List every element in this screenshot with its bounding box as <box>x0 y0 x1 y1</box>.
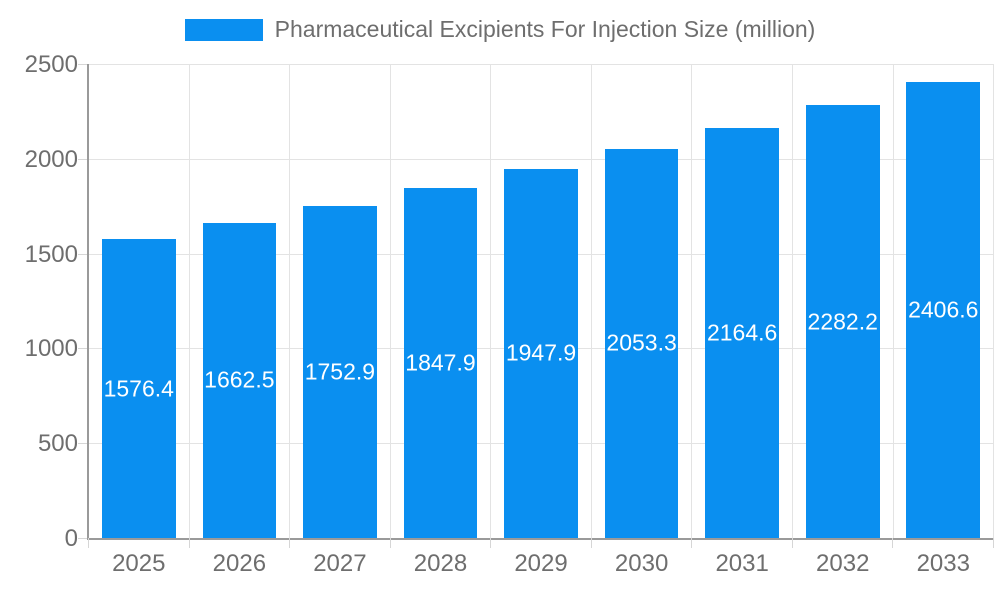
chart-column-2025: 1576.4 2025 <box>89 64 190 577</box>
chart-column-2031: 2164.6 2031 <box>692 64 793 577</box>
x-axis-tick <box>490 538 492 548</box>
x-tick-label: 2033 <box>916 550 970 577</box>
x-tick-label: 2029 <box>514 550 568 577</box>
bar-value-label: 1662.5 <box>204 366 275 393</box>
bar-2028[interactable]: 1847.9 <box>403 187 478 538</box>
chart-column-2030: 2053.3 2030 <box>592 64 693 577</box>
bar-2030[interactable]: 2053.3 <box>604 148 679 538</box>
x-axis-tick <box>289 538 291 548</box>
y-tick-label: 2500 <box>24 51 78 78</box>
chart-column-2033: 2406.6 2033 <box>894 64 995 577</box>
bar-value-label: 1847.9 <box>405 349 476 376</box>
bar-value-label: 1576.4 <box>103 375 174 402</box>
x-tick-label: 2026 <box>212 550 267 577</box>
chart-column-2032: 2282.2 2032 <box>793 64 894 577</box>
bar-value-label: 2406.6 <box>908 296 979 323</box>
x-axis-tick <box>188 538 190 548</box>
bar-columns: 1576.4 2025 1662.5 2026 1752.9 2027 1847.9 2028… <box>89 64 995 577</box>
bar-2031[interactable]: 2164.6 <box>705 127 779 538</box>
chart-column-2026: 1662.5 2026 <box>190 64 291 577</box>
x-axis-tick <box>88 538 89 548</box>
x-axis-tick <box>691 538 693 548</box>
x-tick-label: 2031 <box>715 550 769 577</box>
y-axis-tick <box>78 253 87 255</box>
bar-value-label: 1752.9 <box>304 358 376 385</box>
y-tick-label: 2000 <box>24 145 78 173</box>
chart-column-2028: 1847.9 2028 <box>391 64 492 577</box>
x-tick-label: 2027 <box>313 550 367 577</box>
bar-2029[interactable]: 1947.9 <box>504 168 578 538</box>
bar-2032[interactable]: 2282.2 <box>805 105 880 538</box>
x-axis-tick <box>993 538 994 548</box>
legend-label: Pharmaceutical Excipients For Injection … <box>274 16 816 42</box>
y-axis-tick <box>78 64 87 65</box>
y-tick-label: 0 <box>64 525 78 552</box>
x-axis-tick <box>590 538 592 548</box>
x-axis-tick <box>791 538 793 548</box>
x-tick-label: 2032 <box>816 550 870 577</box>
plot-area: 0 500 1000 1500 2000 2500 1576.4 2025 1662.5 202… <box>25 51 995 577</box>
y-axis-tick <box>78 348 87 350</box>
bar-value-label: 2053.3 <box>606 329 677 356</box>
bar-2027[interactable]: 1752.9 <box>303 205 377 538</box>
bar-value-label: 1947.9 <box>505 339 577 366</box>
bar-2025[interactable]: 1576.4 <box>101 239 176 538</box>
y-axis-tick <box>78 158 87 160</box>
chart-column-2029: 1947.9 2029 <box>491 64 592 577</box>
legend-swatch[interactable] <box>184 18 263 41</box>
x-tick-label: 2028 <box>413 550 468 577</box>
chart-column-2027: 1752.9 2027 <box>290 64 391 577</box>
y-axis-tick <box>78 443 87 445</box>
y-tick-label: 1000 <box>24 335 78 363</box>
bar-2033[interactable]: 2406.6 <box>906 81 981 538</box>
bar-2026[interactable]: 1662.5 <box>202 222 277 538</box>
bar-value-label: 2164.6 <box>706 319 778 346</box>
y-tick-label: 500 <box>37 430 78 458</box>
chart-legend[interactable]: Pharmaceutical Excipients For Injection … <box>0 16 1000 43</box>
h-gridline <box>89 64 994 65</box>
y-tick-label: 1500 <box>24 240 78 268</box>
x-axis-tick <box>892 538 894 548</box>
x-tick-label: 2030 <box>614 550 669 577</box>
h-gridline <box>89 158 994 160</box>
bar-value-label: 2282.2 <box>807 308 878 335</box>
x-tick-label: 2025 <box>112 550 166 577</box>
y-axis-tick <box>78 538 87 539</box>
x-axis-tick <box>389 538 391 548</box>
